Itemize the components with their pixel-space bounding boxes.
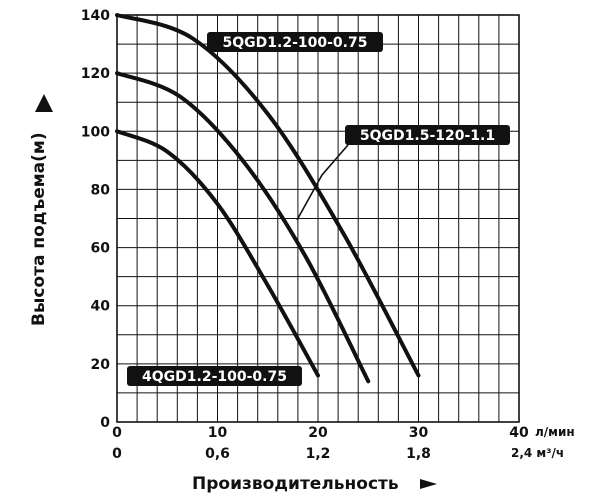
series-label: 4QGD1.2-100-0.75: [142, 369, 287, 385]
x-tick-label: 20: [308, 425, 328, 441]
x-tick-label: 40: [509, 425, 529, 441]
series-label-box: [207, 32, 383, 52]
series-curve-2: [115, 71, 371, 384]
y-tick-label: 20: [91, 357, 111, 373]
x-tick-label: 0: [112, 425, 122, 441]
series-label-box: [127, 366, 302, 386]
y-axis-arrow: [35, 94, 53, 112]
series-label-box: [345, 125, 510, 145]
x-secondary-tick-label: 0: [112, 446, 122, 462]
y-tick-label: 40: [91, 299, 111, 315]
y-axis-title: Высота подъема(м): [29, 132, 49, 326]
y-tick-label: 100: [81, 124, 110, 140]
series-label: 5QGD1.2-100-0.75: [223, 35, 368, 51]
series-labels: 5QGD1.2-100-0.75 5QGD1.5-120-1.1 4QGD1.2-1…: [127, 32, 510, 386]
y-tick-label: 80: [91, 182, 111, 198]
x-unit-secondary: 2,4 м³/ч: [511, 446, 564, 460]
x-unit-primary: л/мин: [535, 425, 575, 439]
x-axis-title: Производительность: [192, 474, 399, 494]
grid: [116, 14, 520, 423]
series-curve-1: [115, 13, 421, 378]
x-secondary-tick-labels: 0 0,6 1,2 1,8: [112, 446, 431, 462]
x-secondary-tick-label: 1,8: [406, 446, 431, 462]
y-tick-label: 140: [81, 8, 110, 24]
x-secondary-tick-label: 0,6: [205, 446, 230, 462]
series-curves: [115, 13, 421, 384]
x-axis-arrow: [420, 479, 437, 489]
y-tick-label: 120: [81, 66, 110, 82]
y-tick-label: 60: [91, 241, 111, 257]
plot-frame: [116, 14, 520, 423]
series-curve-3: [115, 129, 320, 378]
series-label: 5QGD1.5-120-1.1: [360, 128, 495, 144]
x-tick-label: 10: [208, 425, 228, 441]
x-tick-label: 30: [409, 425, 429, 441]
x-tick-labels: 0 10 20 30 40: [112, 425, 529, 441]
y-tick-labels: 0 20 40 60 80 100 120 140: [81, 8, 110, 431]
y-tick-label: 0: [100, 415, 110, 431]
x-secondary-tick-label: 1,2: [306, 446, 331, 462]
series-label-leader: [296, 144, 349, 221]
